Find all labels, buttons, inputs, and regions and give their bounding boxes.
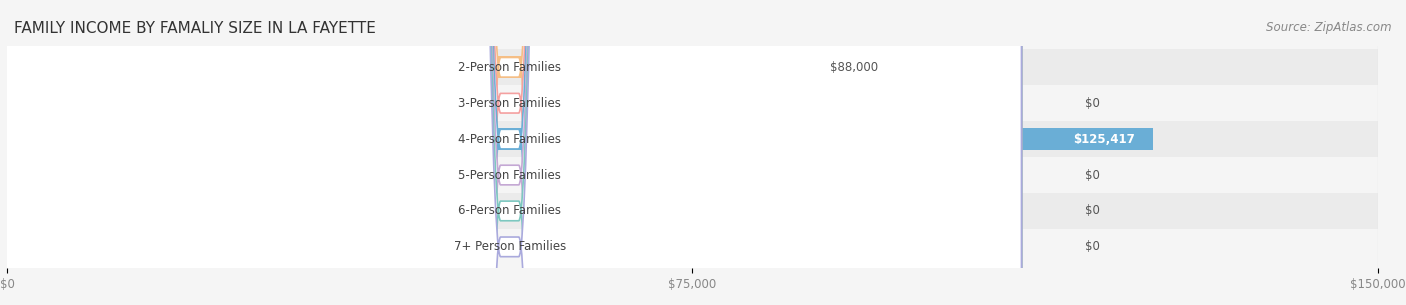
Text: 7+ Person Families: 7+ Person Families	[454, 240, 565, 253]
Text: 3-Person Families: 3-Person Families	[458, 97, 561, 110]
Bar	[7, 85, 1406, 121]
Text: FAMILY INCOME BY FAMALIY SIZE IN LA FAYETTE: FAMILY INCOME BY FAMALIY SIZE IN LA FAYE…	[14, 21, 375, 36]
Bar	[7, 49, 1406, 85]
Text: $125,417: $125,417	[1073, 133, 1135, 145]
Bar	[7, 56, 811, 78]
FancyBboxPatch shape	[0, 0, 1022, 305]
Bar	[7, 128, 1153, 150]
Bar	[7, 157, 1406, 193]
Text: $88,000: $88,000	[830, 61, 877, 74]
Bar	[7, 229, 1406, 265]
FancyBboxPatch shape	[0, 0, 1022, 305]
Bar	[7, 121, 1406, 157]
Text: 5-Person Families: 5-Person Families	[458, 169, 561, 181]
FancyBboxPatch shape	[0, 0, 1022, 305]
FancyBboxPatch shape	[0, 0, 1022, 305]
Text: 6-Person Families: 6-Person Families	[458, 204, 561, 217]
Text: $0: $0	[1085, 97, 1101, 110]
Text: $0: $0	[1085, 204, 1101, 217]
FancyBboxPatch shape	[0, 0, 1022, 305]
Text: 2-Person Families: 2-Person Families	[458, 61, 561, 74]
Text: $0: $0	[1085, 240, 1101, 253]
Text: Source: ZipAtlas.com: Source: ZipAtlas.com	[1267, 21, 1392, 34]
Bar	[7, 193, 1406, 229]
Text: 4-Person Families: 4-Person Families	[458, 133, 561, 145]
FancyBboxPatch shape	[0, 0, 1022, 305]
Text: $0: $0	[1085, 169, 1101, 181]
